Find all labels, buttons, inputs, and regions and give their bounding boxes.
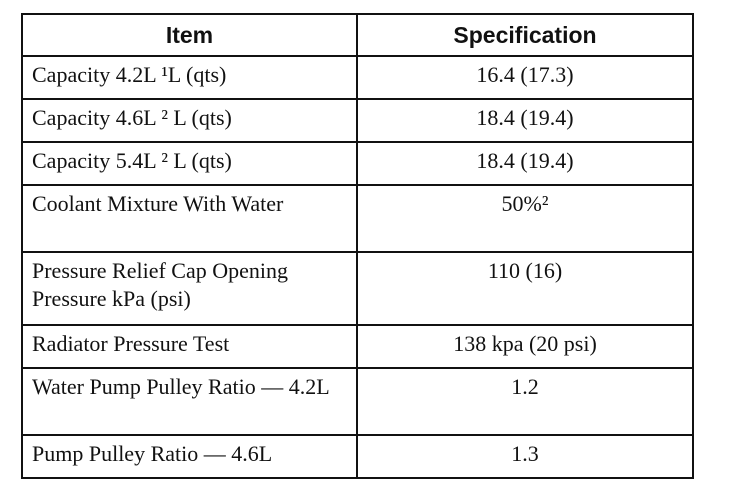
table-row: Coolant Mixture With Water 50%² [21, 184, 694, 253]
table-row: Radiator Pressure Test 138 kpa (20 psi) [21, 324, 694, 369]
header-item: Item [21, 13, 358, 57]
item-cell: Capacity 4.2L ¹L (qts) [21, 55, 358, 100]
header-specification: Specification [356, 13, 694, 57]
item-cell: Radiator Pressure Test [21, 324, 358, 369]
spec-cell: 16.4 (17.3) [356, 55, 694, 100]
specification-table: Item Specification Capacity 4.2L ¹L (qts… [21, 13, 694, 479]
item-cell: Capacity 4.6L ² L (qts) [21, 98, 358, 143]
item-cell: Pressure Relief Cap Opening Pressure kPa… [21, 251, 358, 326]
item-cell: Capacity 5.4L ² L (qts) [21, 141, 358, 186]
table-row: Capacity 5.4L ² L (qts) 18.4 (19.4) [21, 141, 694, 186]
table-header-row: Item Specification [21, 13, 694, 57]
spec-cell: 1.2 [356, 367, 694, 436]
spec-cell: 18.4 (19.4) [356, 141, 694, 186]
table-row: Capacity 4.2L ¹L (qts) 16.4 (17.3) [21, 55, 694, 100]
spec-cell: 50%² [356, 184, 694, 253]
table-row: Pump Pulley Ratio — 4.6L 1.3 [21, 434, 694, 479]
spec-cell: 110 (16) [356, 251, 694, 326]
table-row: Capacity 4.6L ² L (qts) 18.4 (19.4) [21, 98, 694, 143]
spec-cell: 138 kpa (20 psi) [356, 324, 694, 369]
item-cell: Water Pump Pulley Ratio — 4.2L [21, 367, 358, 436]
item-cell: Pump Pulley Ratio — 4.6L [21, 434, 358, 479]
table-row: Water Pump Pulley Ratio — 4.2L 1.2 [21, 367, 694, 436]
spec-cell: 1.3 [356, 434, 694, 479]
item-cell: Coolant Mixture With Water [21, 184, 358, 253]
spec-cell: 18.4 (19.4) [356, 98, 694, 143]
table-row: Pressure Relief Cap Opening Pressure kPa… [21, 251, 694, 326]
